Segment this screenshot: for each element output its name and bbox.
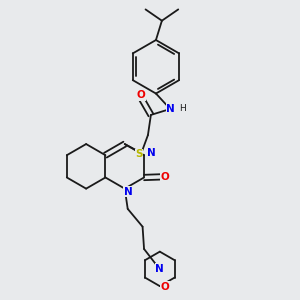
Text: O: O <box>161 172 170 182</box>
Text: N: N <box>147 148 156 158</box>
Text: N: N <box>155 264 164 274</box>
Text: O: O <box>136 90 145 100</box>
Text: N: N <box>124 187 133 196</box>
Text: H: H <box>179 104 185 113</box>
Text: S: S <box>135 149 143 159</box>
Text: N: N <box>167 104 175 114</box>
Text: O: O <box>161 282 170 292</box>
